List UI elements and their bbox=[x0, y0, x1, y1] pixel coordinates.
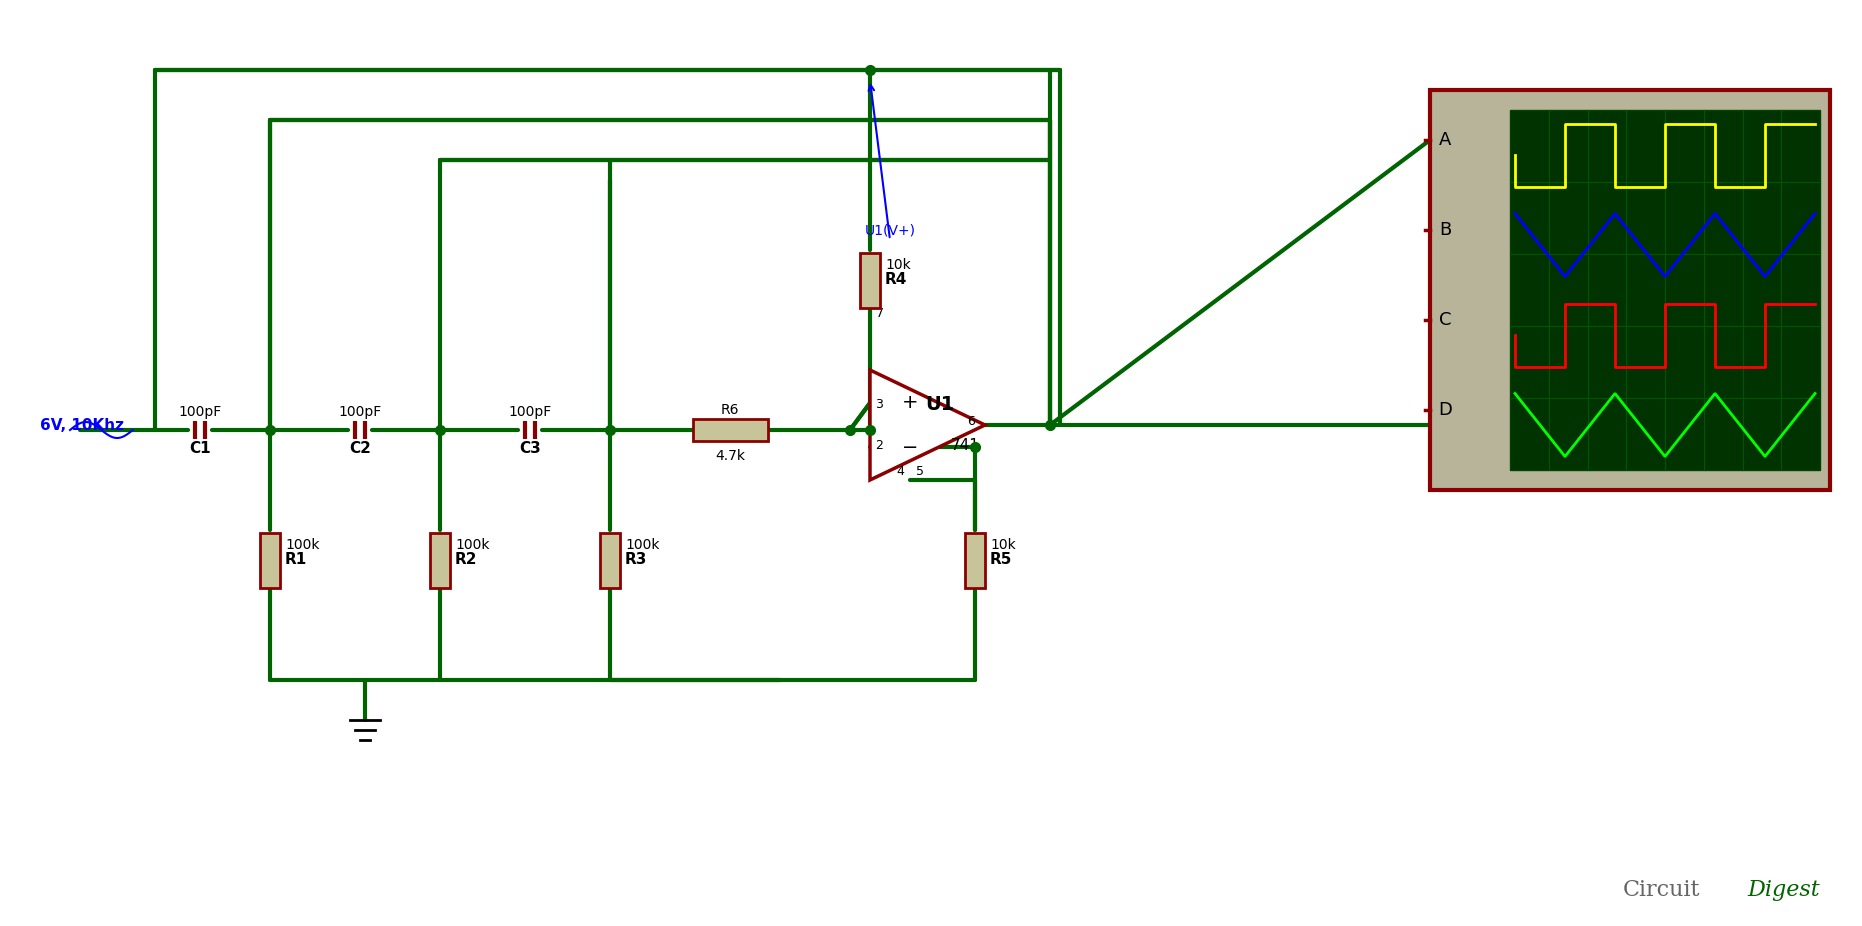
Text: 100pF: 100pF bbox=[508, 405, 551, 419]
Text: C3: C3 bbox=[519, 441, 540, 456]
Text: C2: C2 bbox=[348, 441, 371, 456]
Text: R5: R5 bbox=[991, 553, 1013, 568]
Text: −: − bbox=[901, 437, 918, 457]
Text: 100pF: 100pF bbox=[179, 405, 222, 419]
Text: U1(V+): U1(V+) bbox=[864, 223, 916, 237]
Bar bbox=[1510, 110, 1819, 470]
Bar bbox=[430, 532, 451, 587]
Text: 100k: 100k bbox=[285, 538, 320, 552]
Text: 741: 741 bbox=[951, 437, 979, 453]
Text: C1: C1 bbox=[190, 441, 210, 456]
Text: R4: R4 bbox=[884, 272, 907, 287]
Text: Digest: Digest bbox=[1747, 879, 1819, 901]
Bar bbox=[1430, 90, 1830, 490]
Text: +: + bbox=[901, 394, 918, 412]
Text: R3: R3 bbox=[626, 553, 648, 568]
Text: 4: 4 bbox=[896, 465, 903, 478]
Text: D: D bbox=[1437, 401, 1452, 419]
Text: A: A bbox=[1439, 131, 1450, 149]
Text: 4.7k: 4.7k bbox=[715, 449, 745, 463]
Text: 5: 5 bbox=[916, 465, 924, 478]
Text: B: B bbox=[1439, 221, 1450, 239]
Text: 3: 3 bbox=[875, 398, 883, 411]
Text: U1: U1 bbox=[925, 395, 955, 415]
Bar bbox=[600, 532, 620, 587]
Text: Circuit: Circuit bbox=[1622, 879, 1700, 901]
Text: 10k: 10k bbox=[991, 538, 1017, 552]
Text: 100pF: 100pF bbox=[339, 405, 382, 419]
Text: 100k: 100k bbox=[454, 538, 490, 552]
Polygon shape bbox=[870, 370, 985, 480]
Text: 7: 7 bbox=[875, 307, 884, 320]
Text: 6V, 10Khz: 6V, 10Khz bbox=[39, 418, 125, 432]
Text: 10k: 10k bbox=[884, 258, 911, 272]
Text: R2: R2 bbox=[454, 553, 477, 568]
Text: 6: 6 bbox=[966, 415, 976, 428]
Text: R1: R1 bbox=[285, 553, 307, 568]
Text: R6: R6 bbox=[721, 403, 739, 417]
Bar bbox=[965, 532, 985, 587]
Bar bbox=[261, 532, 279, 587]
Text: C: C bbox=[1439, 311, 1450, 329]
Text: 2: 2 bbox=[875, 439, 883, 452]
Bar bbox=[693, 419, 767, 441]
Bar bbox=[860, 253, 881, 307]
Text: 100k: 100k bbox=[626, 538, 659, 552]
